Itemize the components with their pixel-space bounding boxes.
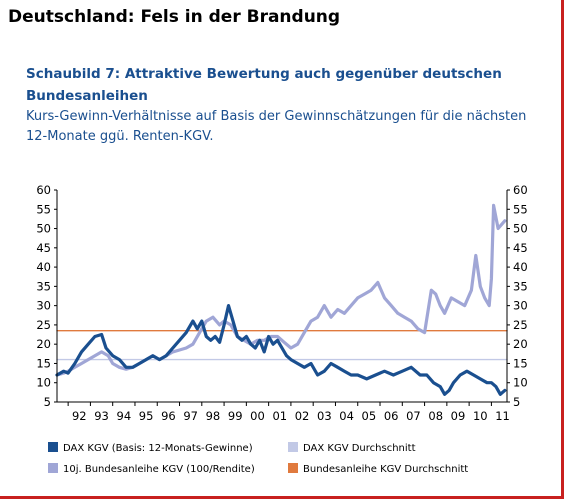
y-tick-label-right: 55 [513, 202, 528, 216]
legend-label-dax_avg: DAX KGV Durchschnitt [303, 443, 416, 454]
y-tick-label-right: 35 [513, 279, 528, 293]
plot-area [55, 203, 508, 396]
x-tick-label: 94 [117, 409, 132, 423]
chart-legend: DAX KGV (Basis: 12-Monats-Gewinne) DAX KG… [48, 442, 468, 475]
y-tick-label-left: 60 [36, 183, 51, 197]
y-tick-label-right: 50 [513, 222, 528, 236]
series-line-bund [55, 203, 507, 377]
x-tick-label: 95 [139, 409, 154, 423]
x-tick-label: 00 [250, 409, 265, 423]
legend-label-bund: 10j. Bundesanleihe KGV (100/Rendite) [63, 464, 255, 475]
x-tick-label: 05 [362, 409, 377, 423]
y-tick-label-right: 5 [513, 395, 520, 409]
y-tick-label-right: 30 [513, 299, 528, 313]
y-tick-label-right: 40 [513, 260, 528, 274]
x-tick-label: 97 [183, 409, 198, 423]
page-title: Deutschland: Fels in der Brandung [8, 7, 341, 27]
chart-title: Schaubild 7: Attraktive Bewertung auch g… [26, 66, 502, 104]
y-tick-label-right: 20 [513, 337, 528, 351]
y-tick-label-left: 50 [36, 222, 51, 236]
y-tick-label-right: 10 [513, 376, 528, 390]
x-tick-label: 11 [495, 409, 510, 423]
x-tick-label: 04 [339, 409, 354, 423]
legend-swatch-bund_avg [288, 463, 298, 473]
y-tick-label-left: 55 [36, 202, 51, 216]
y-tick-label-right: 25 [513, 318, 528, 332]
legend-swatch-dax_avg [288, 442, 298, 452]
y-tick-label-left: 5 [44, 395, 51, 409]
y-tick-label-left: 45 [36, 241, 51, 255]
x-tick-label: 06 [384, 409, 399, 423]
y-tick-label-left: 10 [36, 376, 51, 390]
x-tick-label: 93 [94, 409, 109, 423]
y-tick-label-right: 15 [513, 356, 528, 370]
x-tick-label: 03 [317, 409, 332, 423]
legend-label-bund_avg: Bundesanleihe KGV Durchschnitt [303, 464, 468, 475]
y-tick-label-right: 45 [513, 241, 528, 255]
x-tick-label: 10 [473, 409, 488, 423]
y-tick-label-left: 35 [36, 279, 51, 293]
series-line-dax [55, 304, 507, 396]
y-tick-label-left: 25 [36, 318, 51, 332]
x-tick-label: 01 [272, 409, 287, 423]
y-tick-label-left: 20 [36, 337, 51, 351]
legend-swatch-dax [48, 442, 58, 452]
x-tick-label: 08 [428, 409, 443, 423]
y-tick-label-left: 30 [36, 299, 51, 313]
legend-label-dax: DAX KGV (Basis: 12-Monats-Gewinne) [63, 443, 253, 454]
x-tick-label: 02 [295, 409, 310, 423]
x-tick-label: 99 [228, 409, 243, 423]
x-tick-label: 96 [161, 409, 176, 423]
x-tick-label: 92 [72, 409, 87, 423]
x-tick-label: 98 [206, 409, 221, 423]
y-tick-label-left: 40 [36, 260, 51, 274]
x-tick-label: 07 [406, 409, 421, 423]
y-tick-label-left: 15 [36, 356, 51, 370]
chart-subtitle: Kurs-Gewinn-Verhältnisse auf Basis der G… [26, 109, 527, 144]
x-tick-label: 09 [451, 409, 466, 423]
y-tick-label-right: 60 [513, 183, 528, 197]
legend-swatch-bund [48, 463, 58, 473]
